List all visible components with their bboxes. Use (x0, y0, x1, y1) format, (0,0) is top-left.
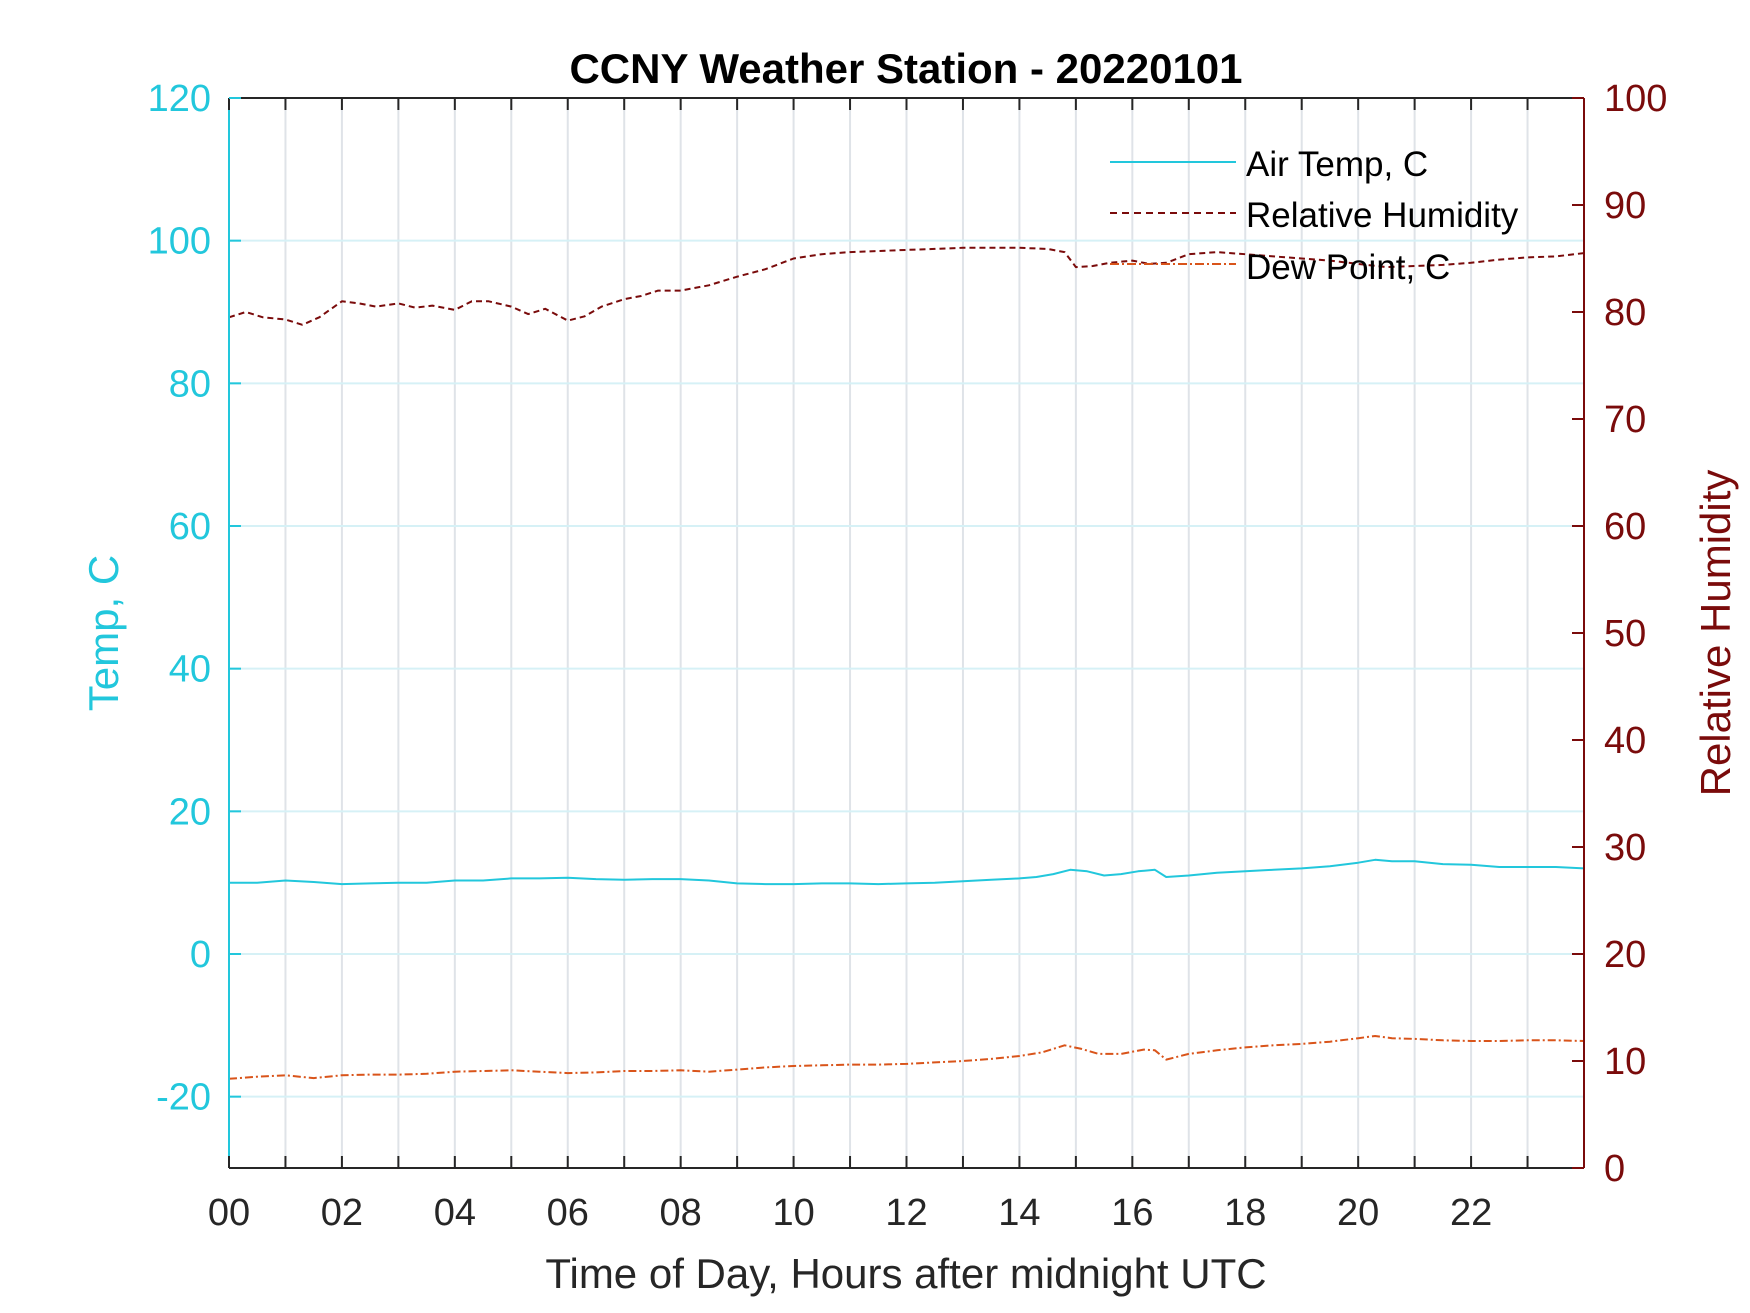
chart-title: CCNY Weather Station - 20220101 (569, 45, 1242, 92)
y-right-tick-label: 30 (1604, 827, 1646, 869)
series-layer (228, 246, 1585, 1080)
grid (229, 98, 1584, 1168)
y-left-tick-label: 0 (190, 934, 211, 976)
y-right-tick-label: 10 (1604, 1041, 1646, 1083)
y-axis-label-right: Relative Humidity (1692, 470, 1739, 797)
y-left-tick-label: 120 (148, 78, 211, 120)
x-tick-label: 16 (1111, 1192, 1153, 1234)
series-humidity-line (228, 246, 1585, 326)
y-left-tick-label: 40 (169, 649, 211, 691)
x-axis-label: Time of Day, Hours after midnight UTC (545, 1250, 1266, 1297)
x-tick-label: 06 (547, 1192, 589, 1234)
y-left-tick-label: -20 (156, 1077, 211, 1119)
y-right-tick-label: 40 (1604, 720, 1646, 762)
series-air-temp-line (229, 858, 1585, 886)
x-tick-label: 00 (208, 1192, 250, 1234)
y-left-tick-label: 100 (148, 221, 211, 263)
legend-label-dew-point: Dew Point, C (1246, 248, 1450, 287)
y-left-tick-label: 20 (169, 791, 211, 833)
x-tick-label: 22 (1450, 1192, 1492, 1234)
y-right-tick-label: 50 (1604, 613, 1646, 655)
x-tick-label: 04 (434, 1192, 476, 1234)
y-left-tick-label: 80 (169, 363, 211, 405)
x-tick-label: 10 (772, 1192, 814, 1234)
y-right-tick-label: 60 (1604, 506, 1646, 548)
axes (228, 97, 1585, 1169)
legend-label-air-temp: Air Temp, C (1246, 145, 1428, 184)
y-right-tick-label: 80 (1604, 292, 1646, 334)
y-axis-label-left: Temp, C (80, 555, 127, 711)
tick-labels: 00 02 04 06 08 10 12 14 16 18 20 22-200204060801001… (148, 78, 1668, 1234)
x-tick-label: 02 (321, 1192, 363, 1234)
y-right-tick-label: 100 (1604, 78, 1667, 120)
y-right-tick-label: 0 (1604, 1148, 1625, 1190)
x-tick-label: 12 (885, 1192, 927, 1234)
series-dew-point-line (228, 1035, 1585, 1080)
legend: Air Temp, C Relative Humidity Dew Point,… (1110, 145, 1519, 287)
y-right-tick-label: 90 (1604, 185, 1646, 227)
y-left-tick-label: 60 (169, 506, 211, 548)
x-tick-label: 08 (660, 1192, 702, 1234)
x-tick-label: 14 (998, 1192, 1040, 1234)
x-tick-label: 20 (1337, 1192, 1379, 1234)
y-right-tick-label: 20 (1604, 934, 1646, 976)
legend-label-humidity: Relative Humidity (1246, 196, 1519, 235)
y-right-tick-label: 70 (1604, 399, 1646, 441)
x-tick-label: 18 (1224, 1192, 1266, 1234)
